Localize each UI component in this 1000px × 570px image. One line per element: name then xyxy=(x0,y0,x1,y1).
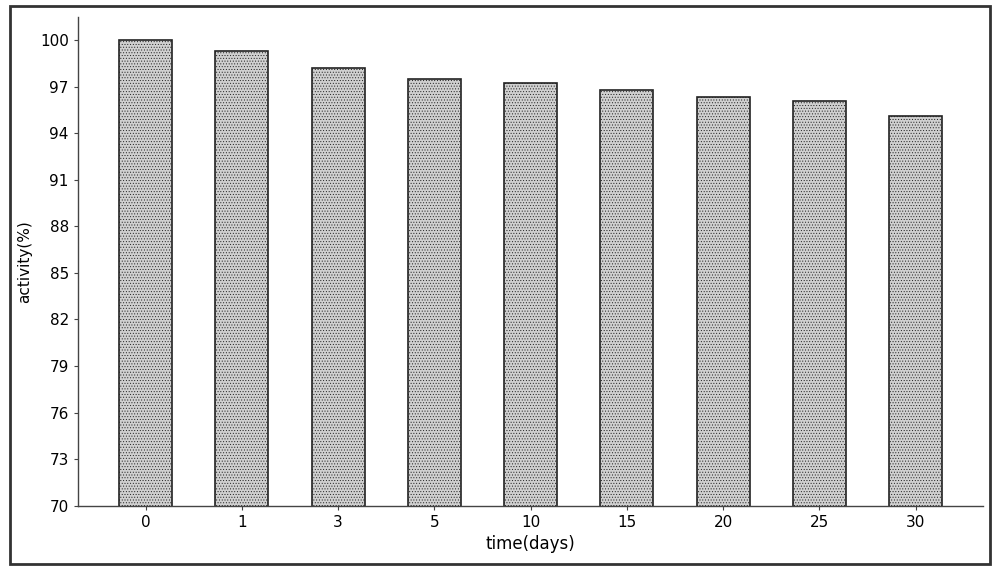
Bar xyxy=(408,79,461,570)
Bar xyxy=(793,100,846,570)
Bar xyxy=(889,116,942,570)
Bar xyxy=(119,40,172,570)
Y-axis label: activity(%): activity(%) xyxy=(17,220,32,303)
Bar xyxy=(600,89,653,570)
Bar xyxy=(504,83,557,570)
X-axis label: time(days): time(days) xyxy=(486,535,575,553)
Bar xyxy=(215,51,268,570)
Bar xyxy=(697,97,750,570)
Bar xyxy=(312,68,365,570)
